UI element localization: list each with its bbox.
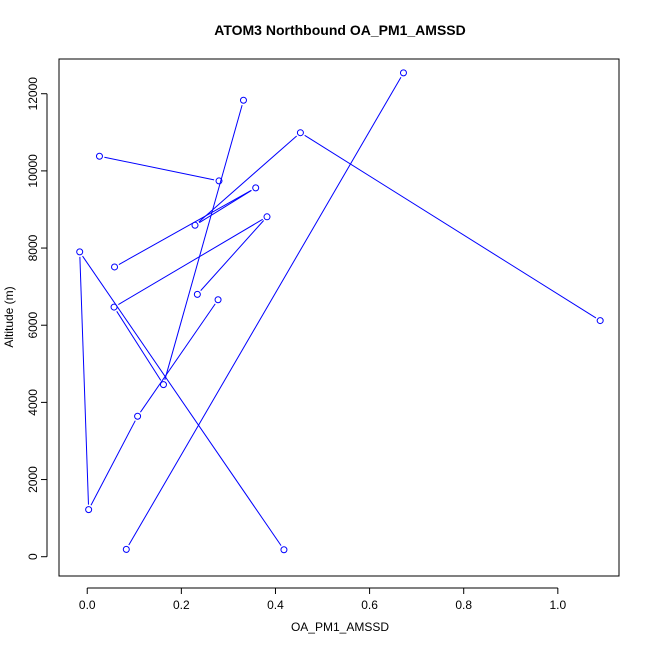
y-tick-label: 2000 [26,466,40,493]
y-tick-label: 8000 [26,234,40,261]
y-axis-label: Altitude (m) [2,286,16,347]
data-point [214,296,222,304]
x-tick-label: 0.4 [267,598,284,612]
plot-frame [58,58,620,577]
series-segment [118,218,263,305]
series-segment [116,311,162,381]
data-point [263,213,271,221]
y-tick-label: 4000 [26,389,40,416]
data-point [76,248,84,256]
data-point [296,129,304,137]
chart-title: ATOM3 Northbound OA_PM1_AMSSD [214,22,466,38]
data-point [95,152,103,160]
x-tick-label: 1.0 [549,598,566,612]
x-axis-label: OA_PM1_AMSSD [291,620,389,634]
series-segment [90,420,136,506]
series-segment [140,303,216,413]
y-axis: 0 2000 4000 6000 8000 10000 12000 [26,77,48,560]
data-point [85,506,93,514]
series-segment [104,156,215,181]
data-point [596,317,604,325]
data-point [193,290,201,298]
series-segment [128,76,402,546]
data-point [280,546,288,554]
data-point [399,69,407,77]
x-tick-label: 0.8 [455,598,472,612]
series-segment [118,189,252,265]
data-point [111,263,119,271]
y-tick-label: 0 [26,553,40,560]
series-segment [79,256,89,505]
y-tick-label: 10000 [26,154,40,188]
data-points [76,69,604,554]
series-segment [198,190,252,224]
data-point [215,177,223,185]
y-tick-label: 12000 [26,77,40,111]
data-point [122,545,130,553]
data-point [159,381,167,389]
data-point [252,184,260,192]
series-segment [164,104,243,380]
data-point [134,412,142,420]
data-point [191,221,199,229]
x-tick-label: 0.0 [79,598,96,612]
y-tick-label: 6000 [26,312,40,339]
x-tick-label: 0.2 [173,598,190,612]
data-point [239,96,247,104]
series-segment [304,134,597,319]
x-axis: 0.0 0.2 0.4 0.6 0.8 1.0 [79,587,566,612]
x-tick-label: 0.6 [361,598,378,612]
series-segment [198,135,297,223]
series-segment [200,220,265,291]
data-point [110,303,118,311]
